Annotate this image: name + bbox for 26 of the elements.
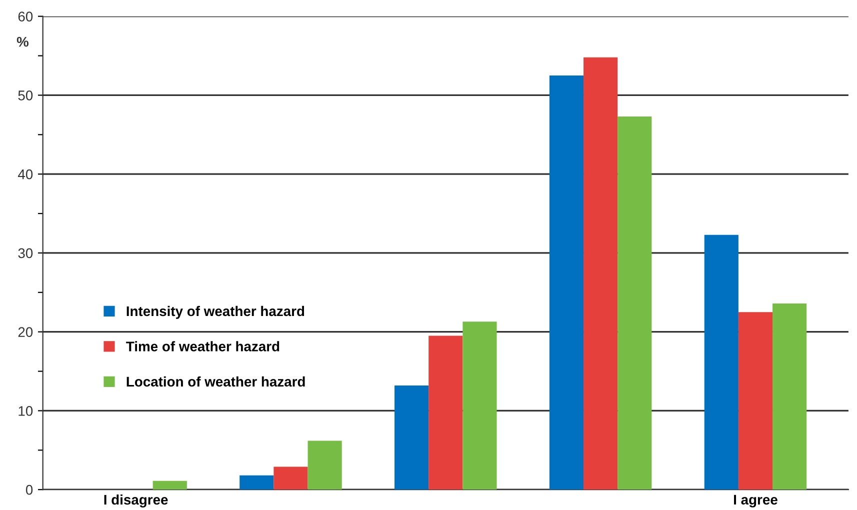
y-tick-label: 30 bbox=[18, 248, 33, 258]
y-tick-label: 50 bbox=[18, 90, 33, 100]
bar bbox=[618, 116, 652, 490]
bar bbox=[428, 336, 463, 490]
bar bbox=[394, 385, 429, 490]
legend-label: Location of weather hazard bbox=[126, 376, 305, 387]
bar bbox=[704, 234, 738, 490]
y-tick-label: 40 bbox=[18, 169, 33, 180]
bar bbox=[462, 322, 497, 490]
legend-label: Intensity of weather hazard bbox=[126, 306, 304, 319]
y-axis-title: % bbox=[16, 36, 29, 47]
y-tick-label: 10 bbox=[18, 406, 33, 416]
x-tick-label: I agree bbox=[734, 494, 778, 508]
bar bbox=[584, 57, 618, 490]
x-tick-label: I disagree bbox=[104, 494, 168, 508]
bar bbox=[274, 466, 308, 490]
bar bbox=[152, 480, 187, 490]
y-tick-label: 0 bbox=[26, 484, 33, 495]
legend-label: Time of weather hazard bbox=[126, 341, 280, 352]
y-tick-label: 20 bbox=[18, 327, 33, 338]
bar bbox=[308, 440, 342, 490]
bar bbox=[240, 475, 274, 490]
bar bbox=[772, 303, 807, 490]
bar bbox=[738, 312, 773, 490]
bar bbox=[549, 75, 584, 490]
y-tick-label: 60 bbox=[18, 12, 33, 22]
